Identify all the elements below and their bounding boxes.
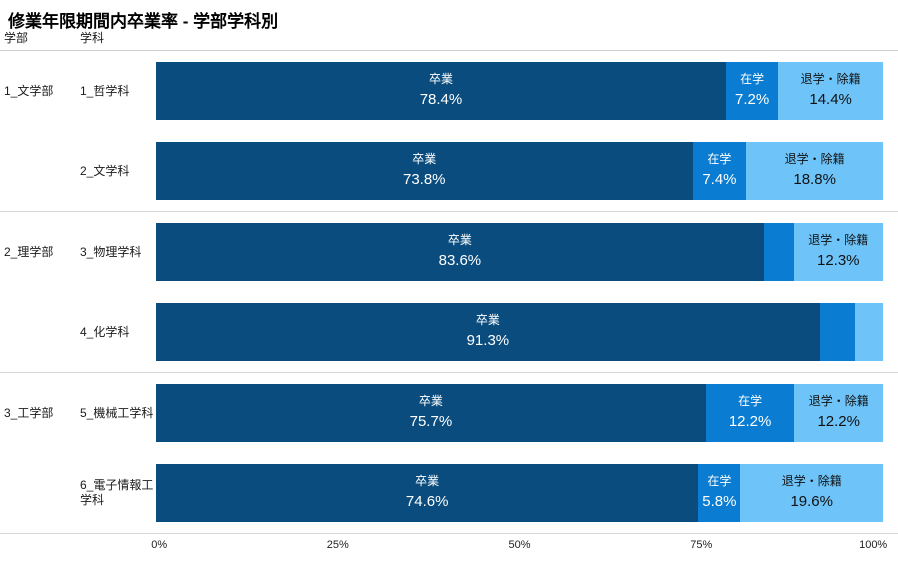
bar-segment-withdrawn[interactable]: 退学・除籍 12.2% bbox=[794, 384, 883, 442]
bar-area: 卒業 73.8% 在学 7.4% 退学・除籍 18.8% bbox=[156, 142, 883, 200]
column-headers: 学部 学科 bbox=[0, 27, 898, 51]
segment-value: 75.7% bbox=[409, 413, 453, 431]
segment-label: 卒業 bbox=[475, 313, 500, 328]
segment-value: 18.8% bbox=[793, 171, 836, 189]
table-row: 2_文学科 卒業 73.8% 在学 7.4% 退学・除籍 18.8% bbox=[0, 131, 898, 211]
segment-value: 14.4% bbox=[809, 91, 852, 109]
bar-area: 卒業 91.3% bbox=[156, 303, 883, 361]
stacked-bar: 卒業 83.6% 退学・除籍 12.3% bbox=[156, 223, 883, 281]
x-axis-tick: 25% bbox=[326, 539, 349, 551]
segment-label: 在学 bbox=[738, 394, 763, 409]
bar-segment-withdrawn[interactable]: 退学・除籍 19.6% bbox=[740, 464, 883, 522]
segment-label: 卒業 bbox=[428, 72, 453, 87]
stacked-bar: 卒業 75.7% 在学 12.2% 退学・除籍 12.2% bbox=[156, 384, 883, 442]
axis-spacer bbox=[0, 539, 80, 557]
segment-label: 卒業 bbox=[412, 152, 437, 167]
faculty-column-header: 学部 bbox=[4, 31, 29, 45]
faculty-label: 2_理学部 bbox=[4, 244, 54, 259]
bar-segment-enrolled[interactable]: 在学 7.4% bbox=[692, 142, 747, 200]
table-row: 1_文学部 1_哲学科 卒業 78.4% 在学 7.2% 退学・除籍 14.4% bbox=[0, 51, 898, 131]
table-row: 6_電子情報工学科 卒業 74.6% 在学 5.8% 退学・除籍 19.6% bbox=[0, 453, 898, 533]
segment-value: 73.8% bbox=[402, 171, 446, 189]
bar-segment-withdrawn[interactable]: 退学・除籍 12.3% bbox=[793, 223, 883, 281]
segment-label: 退学・除籍 bbox=[800, 72, 861, 87]
bar-segment-withdrawn[interactable] bbox=[854, 303, 883, 361]
x-axis-ticks: 0% 25% 50% 75% 100% bbox=[151, 539, 887, 557]
bar-segment-enrolled[interactable]: 在学 12.2% bbox=[705, 384, 795, 442]
table-row: 4_化学科 卒業 91.3% bbox=[0, 292, 898, 372]
segment-value: 19.6% bbox=[790, 493, 833, 511]
bar-segment-enrolled[interactable]: 在学 7.2% bbox=[725, 62, 779, 120]
bar-segment-graduated[interactable]: 卒業 75.7% bbox=[156, 384, 706, 442]
bar-segment-graduated[interactable]: 卒業 74.6% bbox=[156, 464, 699, 522]
axis-spacer bbox=[80, 539, 156, 557]
department-label: 6_電子情報工学科 bbox=[80, 478, 154, 507]
bar-area: 卒業 75.7% 在学 12.2% 退学・除籍 12.2% bbox=[156, 384, 883, 442]
table-row: 3_工学部 5_機械工学科 卒業 75.7% 在学 12.2% 退学・除籍 12… bbox=[0, 373, 898, 453]
faculty-label: 1_文学部 bbox=[4, 83, 54, 98]
segment-label: 退学・除籍 bbox=[784, 152, 845, 167]
department-label: 1_哲学科 bbox=[80, 83, 130, 98]
x-axis-tick: 50% bbox=[508, 539, 531, 551]
department-column-header: 学科 bbox=[80, 31, 105, 45]
bar-area: 卒業 78.4% 在学 7.2% 退学・除籍 14.4% bbox=[156, 62, 883, 120]
x-axis-tick: 0% bbox=[151, 539, 168, 551]
faculty-label: 3_工学部 bbox=[4, 405, 54, 420]
segment-label: 在学 bbox=[707, 474, 732, 489]
segment-value: 12.2% bbox=[728, 413, 772, 431]
bar-segment-graduated[interactable]: 卒業 78.4% bbox=[156, 62, 726, 120]
bar-segment-graduated[interactable]: 卒業 73.8% bbox=[156, 142, 693, 200]
segment-value: 5.8% bbox=[702, 493, 737, 511]
x-axis: 0% 25% 50% 75% 100% bbox=[0, 539, 898, 557]
segment-label: 退学・除籍 bbox=[808, 394, 869, 409]
segment-value: 78.4% bbox=[419, 91, 463, 109]
segment-label: 卒業 bbox=[418, 394, 443, 409]
segment-label: 退学・除籍 bbox=[808, 233, 869, 248]
segment-label: 卒業 bbox=[415, 474, 440, 489]
segment-value: 7.4% bbox=[702, 171, 737, 189]
segment-value: 91.3% bbox=[466, 332, 510, 350]
segment-label: 在学 bbox=[707, 152, 732, 167]
stacked-bar: 卒業 74.6% 在学 5.8% 退学・除籍 19.6% bbox=[156, 464, 883, 522]
bar-segment-enrolled[interactable] bbox=[819, 303, 855, 361]
segment-label: 退学・除籍 bbox=[781, 474, 842, 489]
chart-title: 修業年限期間内卒業率 - 学部学科別 bbox=[8, 12, 279, 31]
bar-segment-enrolled[interactable]: 在学 5.8% bbox=[698, 464, 741, 522]
stacked-bar: 卒業 78.4% 在学 7.2% 退学・除籍 14.4% bbox=[156, 62, 883, 120]
x-axis-tick: 100% bbox=[859, 539, 888, 551]
bar-area: 卒業 74.6% 在学 5.8% 退学・除籍 19.6% bbox=[156, 464, 883, 522]
bar-area: 卒業 83.6% 退学・除籍 12.3% bbox=[156, 223, 883, 281]
bar-segment-graduated[interactable]: 卒業 91.3% bbox=[156, 303, 820, 361]
stacked-bar: 卒業 73.8% 在学 7.4% 退学・除籍 18.8% bbox=[156, 142, 883, 200]
segment-label: 卒業 bbox=[447, 233, 472, 248]
segment-value: 12.3% bbox=[816, 252, 860, 270]
segment-value: 74.6% bbox=[405, 493, 449, 511]
x-axis-tick: 75% bbox=[690, 539, 713, 551]
segment-value: 7.2% bbox=[735, 91, 770, 109]
department-label: 4_化学科 bbox=[80, 324, 130, 339]
faculty-group-engineering: 3_工学部 5_機械工学科 卒業 75.7% 在学 12.2% 退学・除籍 12… bbox=[0, 373, 898, 534]
segment-value: 83.6% bbox=[438, 252, 482, 270]
bar-segment-withdrawn[interactable]: 退学・除籍 18.8% bbox=[746, 142, 883, 200]
faculty-group-letters: 1_文学部 1_哲学科 卒業 78.4% 在学 7.2% 退学・除籍 14.4% bbox=[0, 51, 898, 212]
department-label: 3_物理学科 bbox=[80, 244, 142, 259]
bar-segment-withdrawn[interactable]: 退学・除籍 14.4% bbox=[778, 62, 883, 120]
bar-segment-enrolled[interactable] bbox=[763, 223, 794, 281]
faculty-group-science: 2_理学部 3_物理学科 卒業 83.6% 退学・除籍 12.3% bbox=[0, 212, 898, 373]
table-row: 2_理学部 3_物理学科 卒業 83.6% 退学・除籍 12.3% bbox=[0, 212, 898, 292]
department-label: 2_文学科 bbox=[80, 163, 130, 178]
segment-value: 12.2% bbox=[817, 413, 860, 431]
bar-segment-graduated[interactable]: 卒業 83.6% bbox=[156, 223, 764, 281]
department-label: 5_機械工学科 bbox=[80, 405, 154, 420]
segment-label: 在学 bbox=[740, 72, 765, 87]
stacked-bar: 卒業 91.3% bbox=[156, 303, 883, 361]
